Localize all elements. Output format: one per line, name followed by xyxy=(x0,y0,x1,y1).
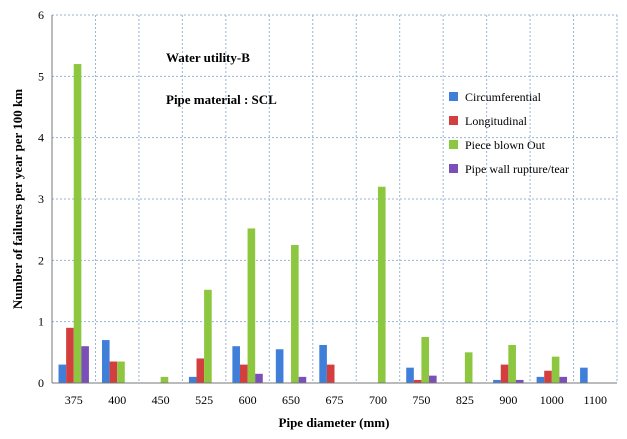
y-tick-label: 2 xyxy=(38,253,44,267)
annotation-utility: Water utility-B xyxy=(166,50,250,65)
x-tick-labels: 375 400 450 525 600 650 675 700 750 825 900 1000 110… xyxy=(65,393,607,407)
y-tick-label: 5 xyxy=(38,69,44,83)
annotation-material: Pipe material : SCL xyxy=(166,92,277,107)
bar xyxy=(551,356,560,383)
legend-label: Pipe wall rupture/tear xyxy=(465,162,569,176)
bar xyxy=(247,228,256,383)
bars xyxy=(58,64,588,384)
x-tick-label: 525 xyxy=(195,393,213,407)
legend: Circumferential Longitudinal Piece blown O… xyxy=(449,90,569,176)
bar xyxy=(232,346,240,383)
bar xyxy=(319,344,327,383)
y-axis-label: Number of failures per year per 100 km xyxy=(10,89,25,309)
x-tick-label: 675 xyxy=(326,393,344,407)
x-tick-label: 1000 xyxy=(540,393,564,407)
bar xyxy=(421,337,430,383)
bar xyxy=(544,370,552,383)
x-tick-label: 1100 xyxy=(583,393,607,407)
grid xyxy=(52,14,618,383)
legend-label: Longitudinal xyxy=(465,114,528,128)
bar xyxy=(429,375,437,383)
bar xyxy=(493,379,501,383)
axes xyxy=(51,15,617,384)
bar xyxy=(188,376,197,383)
bar xyxy=(291,245,299,383)
x-tick-label: 600 xyxy=(239,393,257,407)
y-tick-label: 6 xyxy=(38,8,44,22)
bar xyxy=(81,346,89,383)
x-tick-label: 700 xyxy=(369,393,387,407)
y-tick-labels: 0 1 2 3 4 5 6 xyxy=(38,8,44,390)
bar xyxy=(160,376,169,383)
x-tick-label: 650 xyxy=(282,393,300,407)
y-tick-label: 4 xyxy=(38,131,44,145)
bar xyxy=(377,186,386,383)
bar xyxy=(109,361,118,383)
bar xyxy=(255,373,263,383)
legend-swatch xyxy=(449,92,458,101)
bar xyxy=(508,344,516,383)
bar xyxy=(117,361,125,383)
legend-swatch xyxy=(449,164,458,173)
x-tick-label: 450 xyxy=(152,393,170,407)
bar xyxy=(204,289,212,383)
legend-swatch xyxy=(449,140,458,149)
bar xyxy=(326,364,335,383)
legend-label: Piece blown Out xyxy=(465,138,546,152)
bar xyxy=(406,367,414,383)
bar xyxy=(464,352,473,383)
legend-label: Circumferential xyxy=(465,90,542,104)
x-tick-label: 900 xyxy=(499,393,517,407)
x-tick-label: 825 xyxy=(456,393,474,407)
bar xyxy=(58,364,67,383)
y-tick-label: 0 xyxy=(38,376,44,390)
bar xyxy=(73,64,82,384)
bar xyxy=(413,379,422,383)
legend-swatch xyxy=(449,116,458,125)
bar xyxy=(580,367,588,383)
bar xyxy=(500,364,509,383)
bar xyxy=(275,349,284,383)
bar xyxy=(298,376,307,383)
bar xyxy=(536,376,545,383)
x-axis-label: Pipe diameter (mm) xyxy=(279,415,390,430)
bar xyxy=(239,364,248,383)
bar xyxy=(196,358,205,383)
bar xyxy=(101,340,110,383)
bar xyxy=(66,327,74,383)
bar xyxy=(559,376,568,383)
x-tick-label: 750 xyxy=(412,393,430,407)
x-tick-label: 400 xyxy=(108,393,126,407)
y-tick-label: 1 xyxy=(38,315,44,329)
x-tick-label: 375 xyxy=(65,393,83,407)
bar xyxy=(515,379,524,383)
y-tick-label: 3 xyxy=(38,192,44,206)
